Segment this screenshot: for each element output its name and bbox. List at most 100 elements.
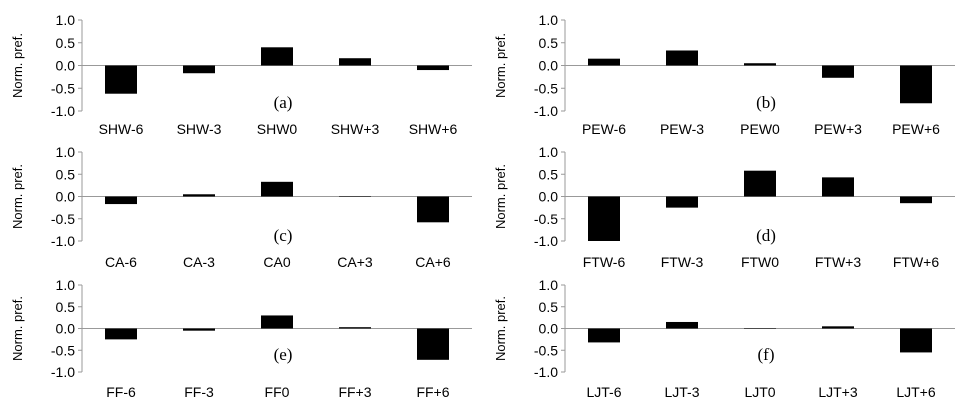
bar: [261, 47, 293, 66]
y-tick-label: 0.5: [539, 166, 559, 182]
category-label: CA+3: [337, 254, 373, 270]
y-tick-label: 0.5: [539, 35, 559, 51]
y-tick-label: 0.5: [56, 299, 76, 315]
y-tick-label: 1.0: [56, 277, 76, 293]
bar: [183, 194, 215, 197]
category-label: FTW-6: [583, 254, 626, 270]
category-label: FF0: [265, 384, 290, 399]
bar: [105, 65, 137, 94]
category-label: LJT-3: [664, 384, 699, 399]
category-label: LJT-6: [586, 384, 621, 399]
y-axis-label: Norm. pref.: [10, 33, 25, 98]
y-axis-label: Norm. pref.: [10, 164, 25, 229]
y-tick-label: 0.0: [56, 189, 76, 205]
category-label: PEW0: [740, 121, 780, 137]
category-label: FF-3: [184, 384, 214, 399]
category-label: SHW+6: [409, 121, 458, 137]
category-label: SHW0: [257, 121, 298, 137]
bar: [105, 196, 137, 205]
category-label: FF+6: [416, 384, 449, 399]
bar: [183, 65, 215, 74]
y-axis-label: Norm. pref.: [493, 164, 508, 229]
bar: [417, 65, 449, 71]
y-tick-label: 0.0: [56, 321, 76, 337]
bar: [588, 196, 620, 241]
category-label: SHW-3: [177, 121, 222, 137]
bar: [744, 170, 776, 197]
y-tick-label: 0.5: [56, 35, 76, 51]
y-tick-label: 0.0: [539, 58, 559, 74]
category-label: PEW+3: [814, 121, 862, 137]
bar: [588, 58, 620, 66]
panel-label: (a): [274, 93, 293, 112]
y-tick-label: 0.0: [539, 189, 559, 205]
y-tick-label: -1.0: [534, 103, 558, 119]
y-tick-label: 1.0: [56, 144, 76, 160]
y-tick-label: -0.5: [51, 80, 75, 96]
bar: [588, 328, 620, 343]
category-label: CA-3: [183, 254, 215, 270]
category-label: SHW+3: [331, 121, 380, 137]
category-label: PEW-3: [660, 121, 704, 137]
panel-label: (e): [274, 345, 293, 364]
category-label: FF-6: [106, 384, 136, 399]
category-label: CA-6: [105, 254, 137, 270]
category-label: LJT0: [744, 384, 775, 399]
chart-panel: 1.0 0.5 0.0 -0.5 -1.0 Norm. pref. PEW-6 PEW-3 PE…: [493, 12, 955, 137]
category-label: FF+3: [338, 384, 371, 399]
panel-label: (c): [274, 226, 293, 245]
y-tick-label: 1.0: [539, 277, 559, 293]
bar: [744, 63, 776, 66]
y-tick-label: -1.0: [51, 233, 75, 249]
category-label: FTW-3: [661, 254, 704, 270]
y-tick-label: 1.0: [56, 12, 76, 28]
y-tick-label: 0.0: [56, 58, 76, 74]
y-tick-label: -1.0: [51, 364, 75, 380]
y-tick-label: -0.5: [534, 80, 558, 96]
y-tick-label: -0.5: [51, 342, 75, 358]
bar: [822, 65, 854, 78]
y-axis-label: Norm. pref.: [493, 296, 508, 361]
bar: [900, 328, 932, 353]
bar: [900, 65, 932, 104]
chart-panel: 1.0 0.5 0.0 -0.5 -1.0 Norm. pref. FF-6 FF-3 FF0 F…: [10, 277, 472, 399]
y-tick-label: -0.5: [534, 211, 558, 227]
bar: [339, 327, 371, 329]
bar: [666, 321, 698, 329]
y-tick-label: -1.0: [51, 103, 75, 119]
bar: [744, 328, 776, 329]
bar: [417, 196, 449, 223]
y-tick-label: -1.0: [534, 233, 558, 249]
category-label: FTW+6: [893, 254, 939, 270]
category-label: FTW0: [741, 254, 779, 270]
bar: [900, 196, 932, 204]
category-label: LJT+3: [818, 384, 858, 399]
bar: [822, 326, 854, 329]
y-axis-label: Norm. pref.: [493, 33, 508, 98]
y-tick-label: 1.0: [539, 144, 559, 160]
y-tick-label: -0.5: [534, 342, 558, 358]
category-label: CA+6: [415, 254, 451, 270]
y-tick-label: -1.0: [534, 364, 558, 380]
y-axis-label: Norm. pref.: [10, 296, 25, 361]
y-tick-label: 1.0: [539, 12, 559, 28]
panel-label: (f): [758, 345, 775, 364]
y-tick-label: 0.0: [539, 321, 559, 337]
bar: [339, 58, 371, 66]
panel-label: (b): [756, 93, 776, 112]
y-tick-label: 0.5: [56, 166, 76, 182]
bar: [822, 177, 854, 197]
category-label: LJT+6: [896, 384, 936, 399]
chart-panel: 1.0 0.5 0.0 -0.5 -1.0 Norm. pref. SHW-6 SHW-3 SH…: [10, 12, 472, 137]
bar: [339, 196, 371, 197]
chart-panel: 1.0 0.5 0.0 -0.5 -1.0 Norm. pref. CA-6 CA-3 CA0 C…: [10, 144, 472, 270]
panel-label: (d): [756, 226, 776, 245]
bar: [666, 196, 698, 208]
chart-panel: 1.0 0.5 0.0 -0.5 -1.0 Norm. pref. FTW-6 FTW-3 FT…: [493, 144, 955, 270]
bar: [105, 328, 137, 340]
bar: [666, 50, 698, 66]
y-tick-label: 0.5: [539, 299, 559, 315]
bar: [261, 315, 293, 329]
bar: [261, 181, 293, 197]
bar: [417, 328, 449, 360]
